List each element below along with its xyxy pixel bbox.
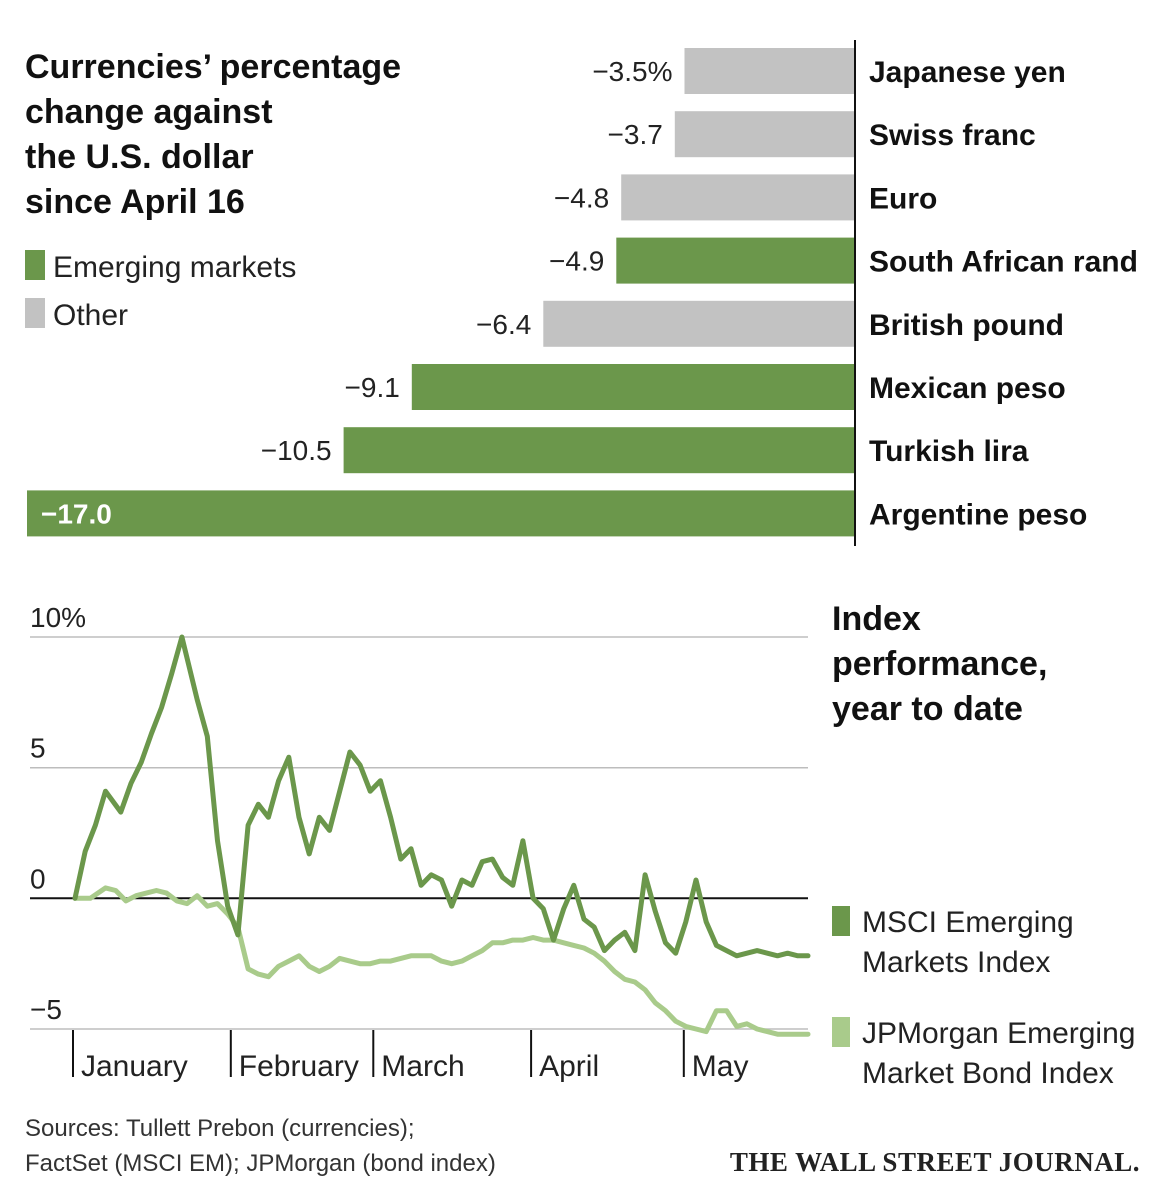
bar-argentine-peso	[27, 490, 855, 537]
currency-title-line-4: since April 16	[25, 183, 245, 221]
bar-mexican-peso	[411, 364, 855, 410]
bar-turkish-lira	[343, 427, 855, 474]
currency-label-south-african-rand: South African rand	[869, 246, 1138, 279]
value-label-swiss-franc: −3.7	[608, 119, 663, 150]
index-chart: 10% 5 0 −5 January February March April May Ind…	[30, 600, 1135, 1090]
y-tick-label-5: 5	[30, 733, 46, 764]
bond-index-line	[72, 885, 811, 1037]
currency-title-line-1: Currencies’ percentage	[25, 48, 401, 86]
y-tick-label-0: 0	[30, 863, 46, 894]
bar-euro	[621, 174, 855, 221]
msci-index-line	[72, 634, 811, 959]
currency-legend: Emerging markets Other	[25, 250, 296, 332]
legend-label-bond-line-2: Market Bond Index	[862, 1057, 1114, 1090]
bar-japanese-yen	[684, 48, 855, 94]
month-label-january: January	[81, 1050, 188, 1083]
value-label-euro: −4.8	[554, 182, 609, 213]
legend-label-emerging: Emerging markets	[53, 251, 296, 284]
month-label-april: April	[539, 1050, 599, 1083]
index-chart-title: Index performance, year to date	[832, 600, 1047, 728]
bar-south-african-rand	[616, 237, 855, 284]
value-label-mexican-peso: −9.1	[345, 372, 400, 403]
value-label-south-african-rand: −4.9	[549, 246, 604, 277]
y-tick-label-5: −5	[30, 994, 62, 1025]
index-gridlines	[30, 636, 808, 1030]
legend-label-other: Other	[53, 299, 128, 332]
index-title-line-2: performance,	[832, 645, 1047, 683]
month-label-february: February	[239, 1050, 359, 1083]
currency-title-line-3: the U.S. dollar	[25, 138, 254, 176]
currency-chart-title: Currencies’ percentage change against th…	[25, 48, 401, 221]
currency-label-argentine-peso: Argentine peso	[869, 498, 1087, 531]
source-line-2: FactSet (MSCI EM); JPMorgan (bond index)	[25, 1150, 496, 1177]
index-month-axis: January February March April May	[72, 1030, 749, 1083]
currency-label-euro: Euro	[869, 182, 937, 215]
footer: Sources: Tullett Prebon (currencies); Fa…	[25, 1115, 1140, 1177]
currency-chart: Currencies’ percentage change against th…	[25, 40, 1138, 546]
index-title-line-1: Index	[832, 600, 921, 638]
value-label-british-pound: −6.4	[476, 309, 531, 340]
y-tick-label-10: 10%	[30, 602, 86, 633]
legend-swatch-emerging	[25, 250, 45, 280]
legend-label-msci-line-1: MSCI Emerging	[862, 906, 1074, 939]
currency-label-british-pound: British pound	[869, 309, 1064, 342]
currency-label-swiss-franc: Swiss franc	[869, 119, 1036, 152]
legend-swatch-msci	[832, 906, 850, 936]
currency-label-japanese-yen: Japanese yen	[869, 56, 1066, 89]
currency-title-line-2: change against	[25, 93, 273, 131]
source-line-1: Sources: Tullett Prebon (currencies);	[25, 1115, 415, 1142]
value-label-japanese-yen: −3.5%	[592, 56, 672, 87]
legend-label-msci-line-2: Markets Index	[862, 946, 1050, 979]
bar-swiss-franc	[674, 111, 855, 158]
index-y-tick-labels: 10% 5 0 −5	[30, 602, 86, 1025]
value-label-argentine-peso: −17.0	[41, 498, 112, 529]
month-label-may: May	[692, 1050, 749, 1083]
value-label-turkish-lira: −10.5	[261, 435, 332, 466]
index-title-line-3: year to date	[832, 690, 1023, 728]
legend-swatch-other	[25, 298, 45, 328]
currency-label-mexican-peso: Mexican peso	[869, 372, 1066, 405]
publisher-logo: THE WALL STREET JOURNAL.	[730, 1147, 1140, 1177]
legend-label-bond-line-1: JPMorgan Emerging	[862, 1017, 1135, 1050]
currency-label-turkish-lira: Turkish lira	[869, 435, 1029, 468]
legend-swatch-bond	[832, 1017, 850, 1047]
currency-bars: Japanese yen −3.5% Swiss franc −3.7 Euro −4.8…	[27, 48, 1138, 537]
index-legend: MSCI Emerging Markets Index JPMorgan Eme…	[832, 906, 1135, 1090]
month-label-march: March	[381, 1050, 464, 1083]
bar-british-pound	[543, 300, 855, 347]
